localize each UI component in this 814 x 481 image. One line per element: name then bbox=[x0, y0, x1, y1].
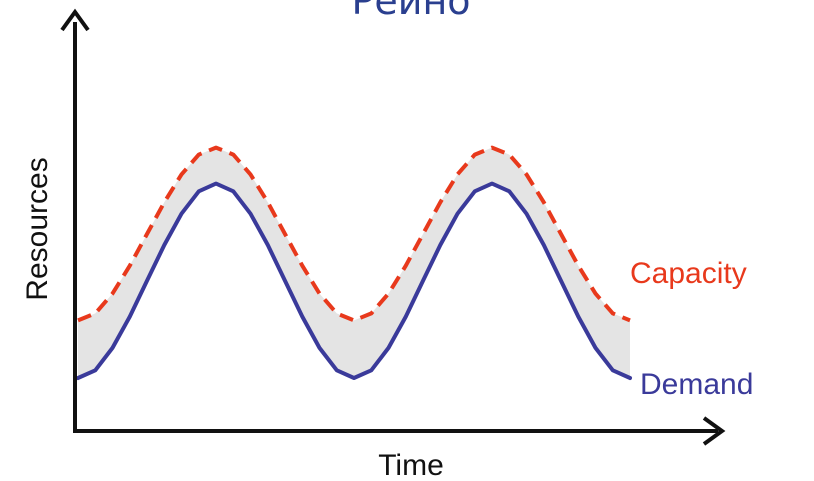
x-axis-arrowhead bbox=[702, 416, 726, 446]
plot-area bbox=[76, 145, 632, 380]
y-axis-arrowhead bbox=[60, 8, 90, 32]
capacity-series-line bbox=[77, 145, 631, 323]
x-axis-label: Time bbox=[378, 449, 444, 481]
y-axis-label: Resources bbox=[21, 157, 54, 300]
capacity-demand-gap bbox=[78, 147, 630, 378]
demand-series-label: Demand bbox=[640, 368, 753, 401]
capacity-series-label: Capacity bbox=[630, 257, 747, 290]
demand-series-line bbox=[76, 181, 632, 380]
chart-title: Реино bbox=[351, 0, 470, 23]
